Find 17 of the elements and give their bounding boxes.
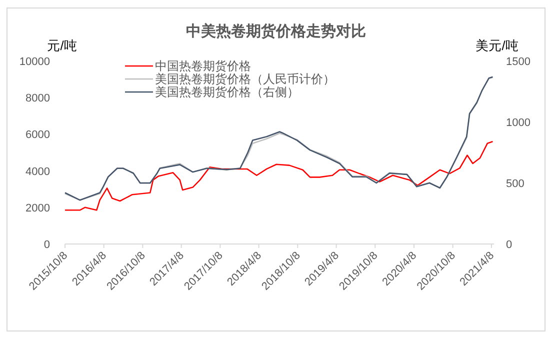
y2-tick-label: 1000: [506, 117, 530, 129]
y2-tick-label: 500: [506, 178, 524, 190]
y-tick-label: 6000: [26, 129, 50, 142]
legend-label: 美国热卷期货价格（人民币计价）: [155, 72, 335, 86]
y-tick-label: 4000: [26, 166, 50, 178]
chart-title: 中美热卷期货价格走势对比: [186, 22, 366, 40]
line-series: [64, 140, 494, 211]
y2-axis-title: 美元/吨: [476, 38, 518, 53]
y2-tick-label: 0: [506, 239, 512, 251]
y-tick-label: 2000: [26, 202, 50, 214]
y-tick-label: 8000: [26, 92, 50, 105]
y-tick-label: 0: [44, 239, 50, 251]
y-tick-label: 10000: [19, 56, 50, 68]
legend-label: 美国热卷期货价格（右侧）: [155, 85, 299, 99]
legend-label: 中国热卷期货价格: [155, 59, 251, 73]
y-axis-title: 元/吨: [47, 38, 77, 53]
y2-tick-label: 1500: [506, 56, 530, 68]
